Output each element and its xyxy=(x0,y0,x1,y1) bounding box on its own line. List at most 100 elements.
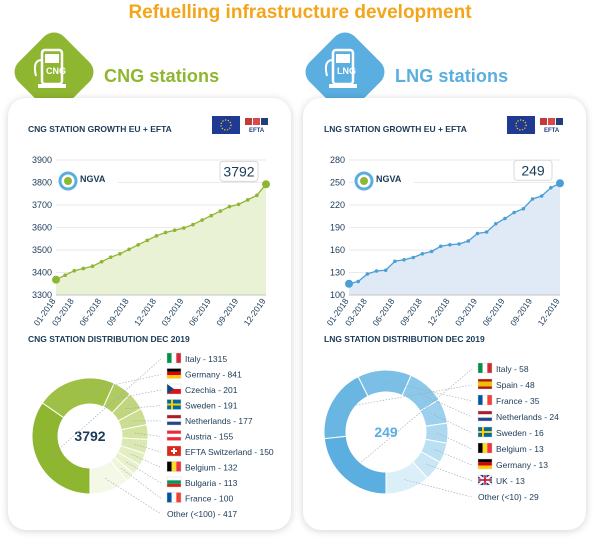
flag-austria-icon xyxy=(166,430,182,441)
cng-growth-data-point xyxy=(99,259,104,264)
efta-logo-icon: EFTA xyxy=(538,116,568,134)
lng-distribution-slice xyxy=(385,461,429,495)
cng-growth-y-tick-label: 3500 xyxy=(32,245,52,255)
cng-growth-y-tick-label: 3600 xyxy=(32,223,52,233)
eu-flag-icon xyxy=(507,116,535,134)
cng-growth-title: CNG STATION GROWTH EU + EFTA xyxy=(28,124,172,134)
cng-distribution-legend-label: Netherlands - 177 xyxy=(185,416,253,426)
cng-distribution-legend-label: Other (<100) - 417 xyxy=(167,509,237,519)
lng-growth-x-tick-label: 12-2018 xyxy=(425,296,451,328)
lng-distribution-legend-label: Italy - 58 xyxy=(496,364,529,374)
lng-growth-data-point xyxy=(530,197,535,201)
lng-growth-data-point xyxy=(383,268,388,273)
flag-sweden-icon xyxy=(166,399,182,410)
flag-germany-icon xyxy=(477,458,493,470)
lng-growth-x-tick-label: 03-2019 xyxy=(453,296,479,328)
lng-distribution-leader-line xyxy=(341,384,473,408)
ngva-logo-icon xyxy=(58,171,78,191)
lng-growth-data-point xyxy=(475,231,480,236)
cng-distribution-legend-label: Sweden - 191 xyxy=(185,401,238,411)
lng-distribution-legend-label: Spain - 48 xyxy=(496,380,535,390)
cng-distribution-leader-line xyxy=(131,453,162,468)
fuel-pump-icon xyxy=(33,48,66,88)
lng-growth-x-tick-label: 09-2019 xyxy=(508,296,534,328)
cng-growth-x-tick-label: 03-2019 xyxy=(159,296,185,328)
flag-germany-icon xyxy=(166,368,182,379)
ngva-logo-text: NGVA xyxy=(80,174,106,184)
lng-growth-y-tick-label: 100 xyxy=(330,290,345,300)
lng-distribution-leader-line xyxy=(436,432,473,450)
lng-growth-y-tick-label: 220 xyxy=(330,200,345,210)
lng-distribution-leader-line xyxy=(351,368,473,471)
cng-distribution-title: CNG STATION DISTRIBUTION DEC 2019 xyxy=(28,334,190,344)
cng-growth-end-label-box xyxy=(219,160,259,182)
lng-growth-data-point xyxy=(466,239,471,243)
lng-distribution-legend-label: Belgium - 13 xyxy=(496,444,544,454)
lng-growth-area-fill xyxy=(349,183,560,295)
flag-netherlands-icon xyxy=(477,410,493,422)
cng-growth-data-point xyxy=(154,234,159,238)
cng-growth-data-point xyxy=(108,255,113,259)
flag-italy-icon xyxy=(166,352,182,364)
cng-growth-area-fill xyxy=(56,184,266,295)
cng-growth-x-tick-label: 06-2018 xyxy=(77,296,103,328)
cng-distribution-slice xyxy=(31,402,91,495)
ngva-logo-icon xyxy=(354,171,374,191)
cng-distribution-legend-label: Czechia - 201 xyxy=(185,385,238,395)
lng-distribution-leader-line xyxy=(433,414,473,434)
eu-flag-icon xyxy=(212,116,240,134)
page-title: Refuelling infrastructure development xyxy=(128,2,472,23)
cng-growth-data-point xyxy=(218,209,223,213)
cng-distribution-legend-label: France - 100 xyxy=(185,494,233,504)
lng-distribution-legend-label: UK - 13 xyxy=(496,476,525,486)
efta-logo-label: EFTA xyxy=(249,128,265,134)
cng-growth-data-point xyxy=(227,204,232,209)
lng-distribution-legend-label: France - 35 xyxy=(496,396,540,406)
cng-section-title: CNG stations xyxy=(104,66,220,86)
cng-distribution-leader-line xyxy=(134,432,162,437)
lng-growth-x-tick-label: 06-2019 xyxy=(481,296,507,328)
lng-growth-data-point xyxy=(402,257,406,262)
cng-growth-data-point xyxy=(172,228,177,232)
cng-growth-data-point xyxy=(245,198,250,202)
lng-growth-data-point xyxy=(539,194,544,198)
lng-distribution-title: LNG STATION DISTRIBUTION DEC 2019 xyxy=(324,334,485,344)
lng-distribution-legend-label: Germany - 13 xyxy=(496,460,548,470)
cng-distribution-legend-label: Germany - 841 xyxy=(185,370,242,380)
ngva-logo-text: NGVA xyxy=(376,174,402,184)
cng-distribution-slice xyxy=(89,459,128,495)
ngva-logo: NGVA xyxy=(58,170,118,192)
cng-distribution-leader-line xyxy=(49,358,162,458)
lng-growth-title: LNG STATION GROWTH EU + EFTA xyxy=(324,124,467,134)
lng-distribution-leader-line xyxy=(419,393,473,418)
cng-growth-data-point xyxy=(236,202,241,207)
lng-distribution-leader-line xyxy=(425,463,473,482)
flag-italy-icon xyxy=(477,362,493,374)
cng-distribution-leader-line xyxy=(78,374,162,393)
lng-growth-y-tick-label: 250 xyxy=(330,178,345,188)
cng-growth-data-point xyxy=(145,238,150,243)
cng-growth-data-point xyxy=(90,264,95,269)
lng-growth-data-point xyxy=(438,244,443,249)
lng-growth-data-point xyxy=(345,279,353,288)
lng-section-title: LNG stations xyxy=(395,66,509,86)
lng-growth-data-point xyxy=(493,221,498,226)
lng-growth-data-point xyxy=(365,272,370,276)
lng-growth-x-tick-label: 09-2018 xyxy=(398,296,424,328)
flag-belgium-icon xyxy=(477,442,493,454)
ngva-logo: NGVA xyxy=(354,170,414,192)
cng-growth-data-point xyxy=(255,193,259,198)
lng-growth-data-point xyxy=(556,179,564,188)
lng-growth-data-point xyxy=(420,251,425,256)
flag-czechia-icon xyxy=(166,383,182,395)
cng-growth-x-tick-label: 12-2018 xyxy=(132,296,158,328)
flag-netherlands-icon xyxy=(166,414,182,426)
lng-growth-y-tick-label: 130 xyxy=(330,268,345,278)
lng-growth-data-point xyxy=(356,279,360,284)
cng-growth-data-point xyxy=(182,226,186,230)
cng-growth-data-point xyxy=(163,230,168,235)
lng-growth-x-tick-label: 12-2019 xyxy=(536,296,562,328)
lng-growth-end-label-box xyxy=(513,159,553,181)
cng-distribution-center-label: 3792 xyxy=(74,428,105,444)
lng-badge-label: LNG xyxy=(337,66,356,76)
